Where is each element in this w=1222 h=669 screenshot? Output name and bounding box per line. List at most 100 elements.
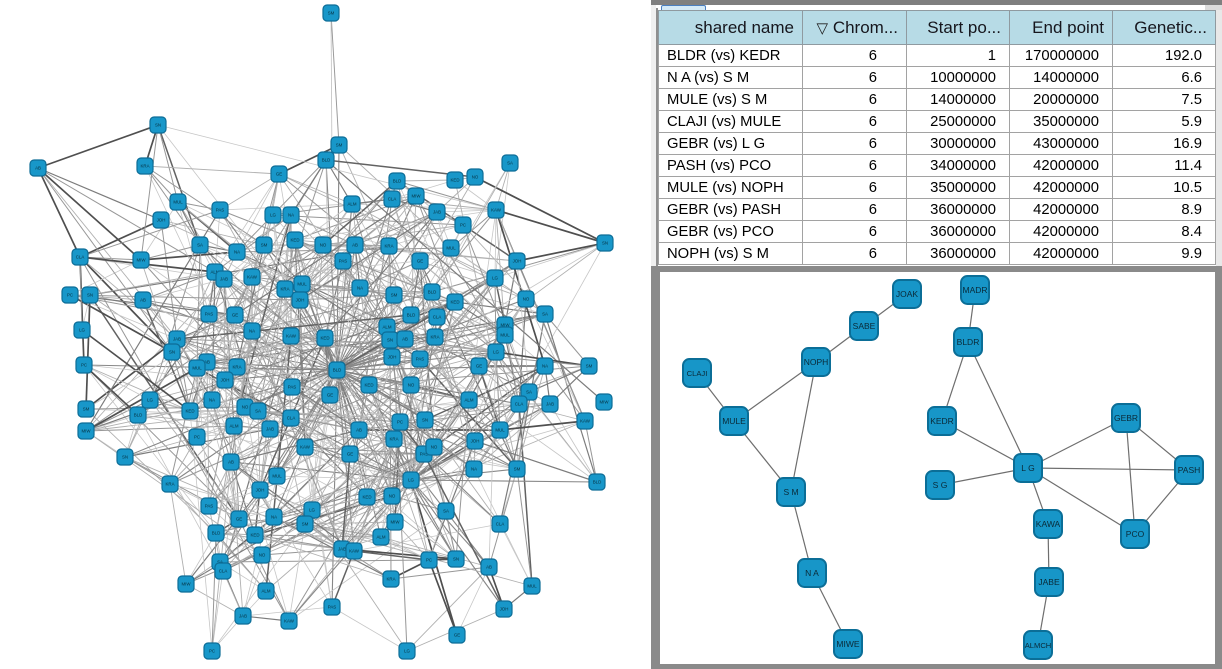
svg-text:MIW: MIW [136, 258, 146, 263]
svg-text:NO: NO [472, 175, 479, 180]
svg-text:JOH: JOH [157, 218, 166, 223]
svg-text:MIW: MIW [181, 582, 191, 587]
svg-text:PC: PC [81, 363, 87, 368]
svg-text:MUL: MUL [272, 474, 282, 479]
svg-text:SM: SM [302, 522, 309, 527]
svg-text:KED: KED [450, 300, 459, 305]
svg-text:GEBR: GEBR [1114, 413, 1138, 423]
svg-text:SA: SA [443, 509, 449, 514]
svg-text:CLAJI: CLAJI [687, 369, 708, 378]
svg-text:KED: KED [185, 409, 194, 414]
svg-text:PC: PC [460, 223, 466, 228]
svg-text:PC: PC [194, 435, 200, 440]
svg-text:KED: KED [320, 336, 329, 341]
svg-text:NA: NA [471, 467, 477, 472]
svg-text:AB: AB [486, 565, 492, 570]
svg-text:KED: KED [250, 533, 259, 538]
svg-text:NO: NO [259, 553, 266, 558]
svg-text:CLA: CLA [496, 522, 505, 527]
svg-text:ALMCH: ALMCH [1025, 641, 1052, 650]
svg-text:GE: GE [417, 259, 423, 264]
svg-text:KRA: KRA [384, 244, 393, 249]
svg-text:BLD: BLD [333, 368, 342, 373]
svg-text:JOH: JOH [221, 378, 230, 383]
svg-text:BLD: BLD [393, 179, 402, 184]
svg-text:SM: SM [261, 243, 268, 248]
svg-text:KRA: KRA [232, 365, 241, 370]
svg-text:KED: KED [364, 383, 373, 388]
svg-text:JAB: JAB [546, 402, 554, 407]
svg-text:NA: NA [249, 329, 255, 334]
svg-text:JABE: JABE [1038, 577, 1060, 587]
svg-text:NO: NO [242, 405, 249, 410]
svg-text:PAS: PAS [216, 208, 225, 213]
svg-text:NO: NO [431, 445, 438, 450]
svg-text:JAB: JAB [220, 277, 228, 282]
svg-text:KRA: KRA [386, 577, 395, 582]
svg-text:KAW: KAW [284, 619, 295, 624]
svg-text:NA: NA [542, 364, 548, 369]
svg-text:ALM: ALM [229, 424, 238, 429]
svg-text:PAS: PAS [339, 259, 348, 264]
svg-text:LG: LG [79, 328, 85, 333]
svg-text:MUL: MUL [173, 200, 183, 205]
svg-text:NOPH: NOPH [804, 357, 829, 367]
svg-text:CLA: CLA [515, 402, 524, 407]
svg-text:ALM: ALM [261, 589, 270, 594]
svg-text:KED: KED [362, 495, 371, 500]
svg-text:SA: SA [542, 312, 548, 317]
svg-text:GE: GE [327, 393, 333, 398]
svg-text:SA: SA [507, 161, 513, 166]
svg-text:ALM: ALM [376, 535, 385, 540]
svg-text:BLD: BLD [212, 531, 221, 536]
svg-text:LG: LG [404, 649, 410, 654]
svg-text:SM: SM [328, 11, 335, 16]
svg-text:KAW: KAW [247, 275, 258, 280]
svg-text:NA: NA [288, 213, 294, 218]
svg-text:PC: PC [397, 420, 403, 425]
svg-text:SA: SA [255, 409, 261, 414]
svg-text:GE: GE [236, 517, 242, 522]
svg-text:SA: SA [526, 390, 532, 395]
svg-text:SN: SN [169, 350, 175, 355]
svg-text:ALM: ALM [382, 325, 391, 330]
svg-text:KRA: KRA [140, 164, 149, 169]
svg-text:BLD: BLD [593, 480, 602, 485]
svg-text:GE: GE [276, 172, 282, 177]
svg-text:NA: NA [271, 515, 277, 520]
svg-text:KRA: KRA [389, 437, 398, 442]
svg-text:LG: LG [492, 276, 498, 281]
svg-text:MADR: MADR [962, 285, 987, 295]
svg-text:KAW: KAW [491, 208, 502, 213]
svg-text:BLD: BLD [428, 290, 437, 295]
svg-text:GE: GE [347, 452, 353, 457]
svg-text:BLD: BLD [407, 313, 416, 318]
svg-text:MIW: MIW [81, 429, 91, 434]
svg-text:JAB: JAB [239, 614, 247, 619]
svg-text:AB: AB [402, 337, 408, 342]
svg-text:NO: NO [408, 383, 415, 388]
svg-text:PAS: PAS [288, 385, 297, 390]
svg-text:GE: GE [232, 313, 238, 318]
svg-text:KED: KED [290, 238, 299, 243]
svg-text:LG: LG [147, 398, 153, 403]
svg-text:NA: NA [209, 398, 215, 403]
svg-text:MIW: MIW [599, 400, 609, 405]
svg-text:SN: SN [87, 293, 93, 298]
svg-text:PASH: PASH [1178, 465, 1201, 475]
svg-text:NO: NO [389, 494, 396, 499]
svg-text:CLA: CLA [76, 255, 85, 260]
svg-text:PAS: PAS [416, 357, 425, 362]
svg-text:KAW: KAW [286, 334, 297, 339]
svg-text:SM: SM [83, 407, 90, 412]
svg-text:MULE: MULE [722, 416, 746, 426]
svg-text:KRA: KRA [165, 482, 174, 487]
svg-text:GE: GE [454, 633, 460, 638]
svg-text:SN: SN [122, 455, 128, 460]
svg-text:MUL: MUL [527, 584, 537, 589]
svg-text:PAS: PAS [420, 452, 429, 457]
svg-text:AB: AB [352, 243, 358, 248]
svg-text:KAW: KAW [580, 419, 591, 424]
svg-text:AB: AB [356, 428, 362, 433]
svg-text:KRA: KRA [430, 335, 439, 340]
